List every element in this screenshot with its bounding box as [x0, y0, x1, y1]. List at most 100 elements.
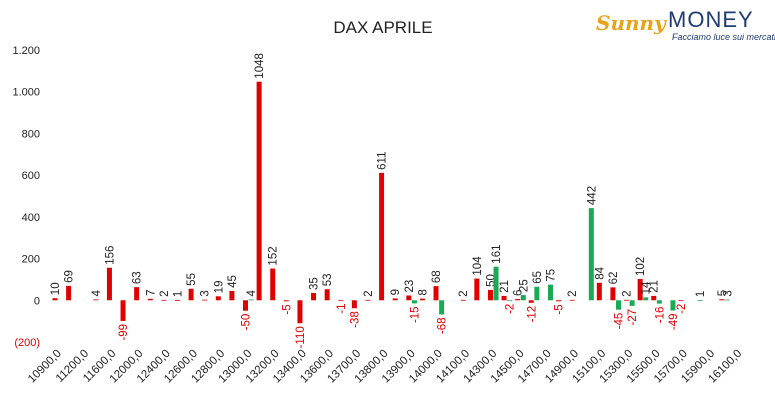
value-label: -5: [553, 304, 565, 314]
value-label: 65: [532, 271, 544, 284]
bar: [147, 298, 153, 301]
bar: [365, 299, 371, 301]
value-label: 10: [50, 282, 62, 295]
bar: [528, 300, 534, 303]
logo-brand: Sunny: [596, 11, 667, 35]
y-tick-label: 1.000: [12, 87, 40, 99]
bar: [624, 299, 630, 301]
bar: [697, 300, 703, 301]
bar: [507, 300, 513, 302]
value-label: -45: [614, 313, 626, 330]
bar: [616, 300, 622, 310]
bar: [283, 300, 289, 302]
bar: [460, 299, 466, 301]
value-label: -49: [668, 314, 680, 331]
bar: [596, 282, 602, 301]
value-label: -5: [281, 304, 293, 314]
bar: [515, 299, 521, 301]
value-label: -1: [336, 303, 348, 313]
bar: [433, 286, 439, 301]
bar: [188, 288, 194, 301]
bar: [106, 267, 112, 301]
bar: [406, 295, 412, 301]
value-label: 2: [567, 290, 579, 296]
bar: [411, 300, 417, 304]
bar: [134, 287, 140, 301]
value-label: 9: [390, 289, 402, 295]
bar: [243, 300, 249, 311]
logo-tagline: Facciamo luce sui mercati: [672, 32, 775, 42]
bar: [547, 284, 553, 301]
value-label: 1048: [254, 53, 266, 79]
value-label: -38: [349, 311, 361, 328]
value-label: 611: [377, 152, 389, 170]
value-label: 53: [322, 273, 334, 286]
value-label: 2: [622, 290, 634, 296]
value-label: 14: [641, 281, 653, 294]
value-label: -110: [295, 326, 307, 348]
value-label: 2: [458, 290, 470, 296]
bar: [719, 299, 725, 301]
bar: [338, 300, 344, 302]
value-label: 55: [186, 273, 198, 286]
bar: [656, 300, 662, 304]
value-label: 152: [268, 246, 280, 265]
value-label: -99: [118, 324, 130, 341]
y-tick-label: 600: [22, 170, 40, 182]
y-tick-label: 400: [22, 212, 40, 224]
value-label: 156: [104, 246, 116, 265]
value-label: 5: [717, 290, 729, 296]
value-label: 2: [159, 290, 171, 296]
bar: [66, 285, 72, 301]
bar: [487, 289, 493, 301]
value-label: -2: [676, 304, 688, 314]
bar: [93, 299, 99, 301]
value-label: 8: [417, 289, 429, 295]
bar: [311, 292, 317, 301]
bar: [629, 300, 635, 306]
bar: [248, 299, 254, 301]
value-label: 6: [513, 290, 525, 296]
value-label: 4: [246, 289, 258, 296]
y-tick-label: 1.200: [12, 45, 40, 57]
logo: Sunny MONEY Facciamo luce sui mercati: [596, 7, 775, 42]
value-label: 1: [172, 291, 184, 297]
value-label: 25: [518, 279, 530, 292]
value-label: 102: [635, 257, 647, 276]
value-label: 104: [472, 256, 484, 276]
bar: [724, 299, 730, 301]
value-label: 1: [695, 291, 707, 297]
bar: [161, 299, 167, 301]
bar: [569, 299, 575, 301]
bar: [270, 268, 276, 301]
bar: [670, 300, 676, 311]
value-label: 69: [64, 270, 76, 283]
bar: [297, 300, 303, 324]
value-label: -12: [526, 306, 538, 323]
bar: [392, 298, 398, 301]
value-label: -50: [241, 314, 253, 331]
bar: [120, 300, 126, 321]
value-label: 21: [649, 280, 661, 293]
bar: [419, 298, 425, 301]
y-tick-label: 800: [22, 128, 40, 140]
bar: [474, 278, 480, 301]
bar: [174, 300, 180, 301]
value-label: 3: [722, 290, 734, 296]
bar: [351, 300, 357, 309]
bar: [501, 295, 507, 301]
value-label: 21: [499, 280, 511, 293]
bar: [637, 279, 643, 301]
value-label: 63: [132, 271, 144, 284]
value-label: 75: [545, 269, 557, 282]
bar: [588, 208, 594, 301]
bar: [215, 296, 221, 301]
value-label: -68: [437, 317, 449, 334]
value-label: -27: [627, 309, 639, 326]
bar: [555, 300, 561, 302]
value-label: 84: [594, 266, 606, 279]
bar: [229, 290, 235, 301]
value-label: 45: [227, 275, 239, 288]
bar: [439, 300, 445, 315]
